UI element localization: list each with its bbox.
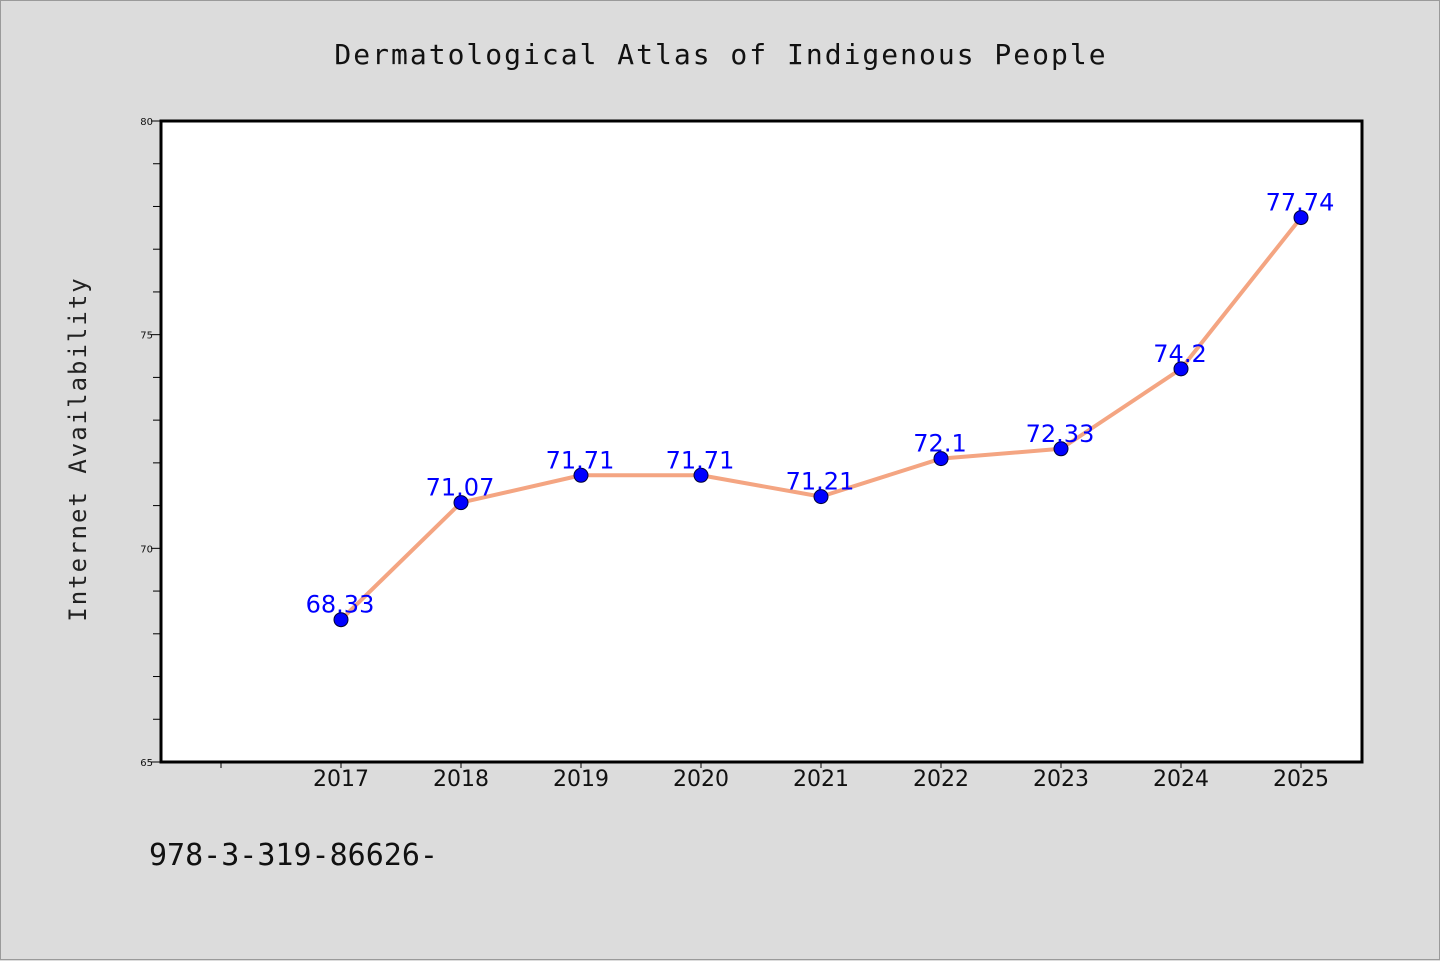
y-tick-label: 65	[140, 758, 153, 769]
x-tick-label: 2023	[1033, 767, 1089, 792]
data-label: 74.2	[1153, 340, 1206, 368]
data-point	[333, 612, 349, 628]
footer-text: 978-3-319-86626-	[149, 838, 438, 873]
y-axis-label: Internet Availability	[64, 276, 92, 621]
data-point	[453, 495, 469, 511]
y-axis: 65 70 75 80	[140, 117, 161, 769]
data-label: 71.71	[666, 446, 735, 474]
x-tick-label: 2021	[793, 767, 849, 792]
data-point	[573, 467, 589, 483]
x-axis: 2017 2018 2019 2020 2021 2022 2023 2024 2025	[220, 762, 1329, 792]
x-tick-label: 2018	[433, 767, 489, 792]
data-label: 71.21	[786, 468, 855, 496]
plot-area	[159, 119, 1364, 764]
data-point	[1173, 361, 1189, 377]
data-label: 72.33	[1026, 420, 1095, 448]
series-group: 68.33 71.07 71.71 71.71 71.21 72.1 72.33 74.2 77…	[306, 189, 1335, 628]
data-point	[1053, 441, 1069, 457]
y-tick-label: 80	[140, 117, 153, 128]
data-point	[813, 489, 829, 505]
data-label: 72.1	[913, 430, 966, 458]
x-tick-label: 2024	[1153, 767, 1209, 792]
x-tick-label: 2022	[913, 767, 969, 792]
chart-title: Dermatological Atlas of Indigenous Peopl…	[334, 38, 1107, 71]
data-point	[933, 451, 949, 467]
x-tick-label: 2020	[673, 767, 729, 792]
x-tick-label: 2017	[313, 767, 369, 792]
x-tick-label: 2025	[1273, 767, 1329, 792]
data-label: 71.71	[546, 446, 615, 474]
data-label: 77.74	[1266, 189, 1335, 217]
data-label: 68.33	[306, 591, 375, 619]
data-point	[1293, 210, 1309, 226]
x-tick-label: 2019	[553, 767, 609, 792]
y-tick-label: 70	[140, 544, 153, 555]
data-point	[693, 467, 709, 483]
y-tick-label: 75	[140, 331, 153, 342]
data-label: 71.07	[426, 474, 495, 502]
